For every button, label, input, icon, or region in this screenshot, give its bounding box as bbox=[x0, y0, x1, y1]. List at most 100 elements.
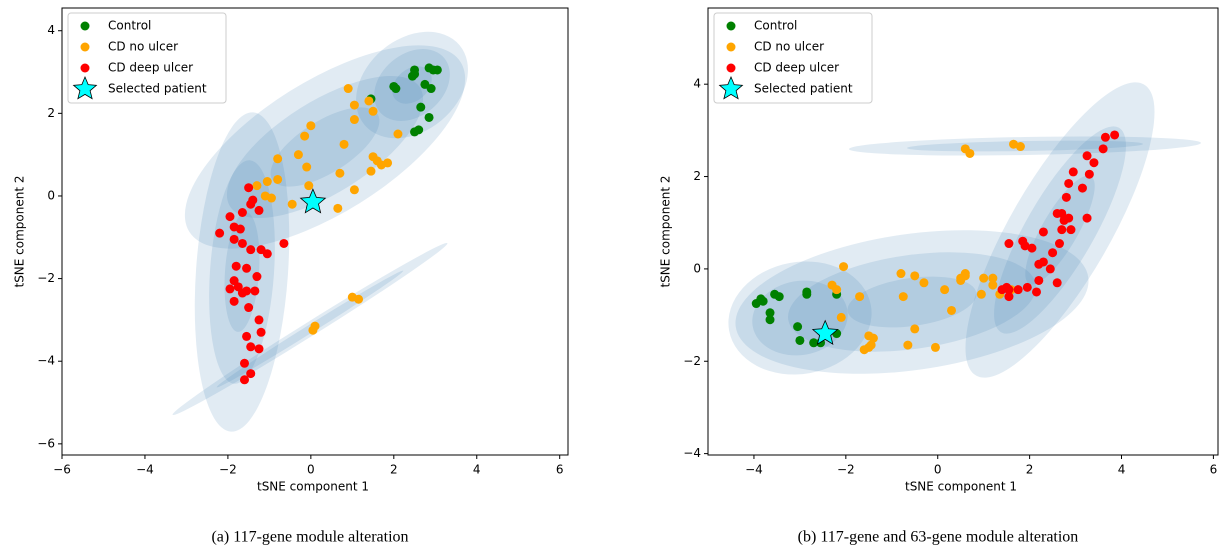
y-axis-label: tSNE component 2 bbox=[659, 175, 673, 287]
point bbox=[1082, 151, 1092, 161]
point bbox=[988, 273, 998, 283]
point bbox=[1110, 130, 1120, 140]
point bbox=[988, 280, 998, 290]
legend-marker bbox=[80, 63, 90, 73]
legend-label: Control bbox=[108, 19, 151, 33]
plot-frame bbox=[707, 7, 1219, 456]
point bbox=[299, 188, 327, 214]
point bbox=[229, 234, 239, 244]
point bbox=[246, 199, 256, 209]
legend-marker bbox=[726, 42, 736, 52]
legend-label: CD deep ulcer bbox=[754, 61, 839, 75]
y-axis-label: tSNE component 2 bbox=[13, 175, 27, 287]
point bbox=[910, 271, 920, 281]
point bbox=[1068, 167, 1078, 177]
point bbox=[300, 131, 310, 141]
point bbox=[308, 325, 318, 335]
y-tick-label: 2 bbox=[47, 106, 55, 120]
legend-label: CD no ulcer bbox=[108, 40, 178, 54]
point bbox=[1066, 225, 1076, 235]
x-tick-label: −2 bbox=[837, 463, 855, 477]
point bbox=[1054, 239, 1064, 249]
ellipse bbox=[270, 107, 380, 187]
point bbox=[765, 315, 775, 325]
legend-label: Control bbox=[754, 19, 797, 33]
x-tick-label: −4 bbox=[136, 463, 154, 477]
x-tick-label: −4 bbox=[745, 463, 763, 477]
legend-marker bbox=[80, 42, 90, 52]
point bbox=[997, 285, 1007, 295]
point bbox=[333, 203, 343, 213]
point bbox=[809, 338, 819, 348]
caption: (a) 117-gene module alteration bbox=[211, 529, 408, 546]
point bbox=[242, 331, 252, 341]
x-tick-label: 0 bbox=[307, 463, 315, 477]
point bbox=[1004, 292, 1014, 302]
point bbox=[1061, 192, 1071, 202]
x-axis-label: tSNE component 1 bbox=[257, 480, 369, 494]
point bbox=[1038, 227, 1048, 237]
point bbox=[349, 100, 359, 110]
point bbox=[237, 207, 247, 217]
point bbox=[239, 358, 249, 368]
point bbox=[252, 181, 262, 191]
point bbox=[868, 333, 878, 343]
x-axis-label: tSNE component 1 bbox=[905, 480, 1017, 494]
x-tick-label: 6 bbox=[556, 463, 564, 477]
legend-label: Selected patient bbox=[754, 82, 853, 96]
x-tick-label: −2 bbox=[219, 463, 237, 477]
point bbox=[410, 127, 420, 137]
point bbox=[1084, 169, 1094, 179]
point bbox=[215, 228, 225, 238]
point bbox=[246, 369, 256, 379]
y-tick-label: 0 bbox=[693, 261, 701, 275]
point bbox=[237, 288, 247, 298]
y-tick-label: −4 bbox=[37, 354, 55, 368]
point bbox=[910, 324, 920, 334]
point bbox=[349, 185, 359, 195]
point bbox=[947, 305, 957, 315]
point bbox=[898, 292, 908, 302]
x-tick-label: 2 bbox=[1026, 463, 1034, 477]
point bbox=[225, 284, 235, 294]
point bbox=[1077, 183, 1087, 193]
point bbox=[407, 71, 417, 81]
point bbox=[302, 162, 312, 172]
point bbox=[855, 292, 865, 302]
point bbox=[343, 84, 353, 94]
point bbox=[1057, 225, 1067, 235]
point bbox=[965, 148, 975, 158]
point bbox=[383, 158, 393, 168]
legend-label: CD deep ulcer bbox=[108, 61, 193, 75]
point bbox=[254, 344, 264, 354]
point bbox=[1015, 142, 1025, 152]
gaussian-ellipses bbox=[728, 82, 1201, 378]
point bbox=[256, 327, 266, 337]
point bbox=[1009, 139, 1019, 149]
point bbox=[368, 106, 378, 116]
point bbox=[1082, 213, 1092, 223]
point bbox=[339, 139, 349, 149]
point bbox=[306, 121, 316, 131]
point bbox=[1045, 264, 1055, 274]
point bbox=[839, 262, 849, 272]
legend-label: CD no ulcer bbox=[754, 40, 824, 54]
y-tick-label: −2 bbox=[37, 271, 55, 285]
point bbox=[262, 177, 272, 187]
point bbox=[244, 303, 254, 313]
point bbox=[1052, 278, 1062, 288]
point bbox=[279, 238, 289, 248]
point bbox=[1100, 132, 1110, 142]
point bbox=[765, 308, 775, 318]
point bbox=[793, 322, 803, 332]
y-tick-label: 4 bbox=[693, 77, 701, 91]
x-tick-label: 4 bbox=[473, 463, 481, 477]
caption: (b) 117-gene and 63-gene module alterati… bbox=[798, 529, 1079, 546]
point bbox=[1013, 285, 1023, 295]
point bbox=[391, 84, 401, 94]
point bbox=[836, 312, 846, 322]
point bbox=[940, 285, 950, 295]
point bbox=[1020, 241, 1030, 251]
y-tick-label: −2 bbox=[683, 354, 701, 368]
